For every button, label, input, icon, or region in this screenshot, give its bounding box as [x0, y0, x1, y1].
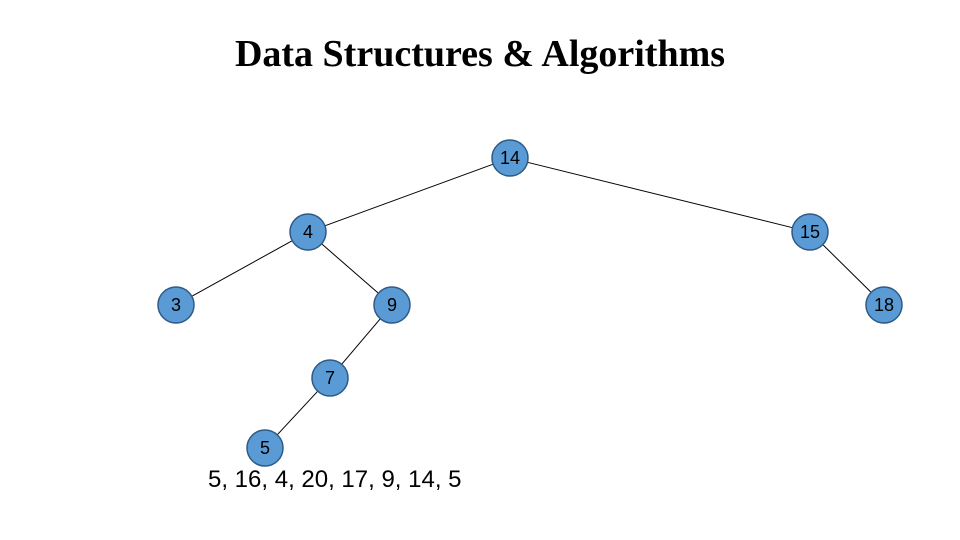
- tree-edge: [527, 162, 792, 227]
- tree-node: 18: [866, 287, 902, 323]
- tree-edge: [322, 244, 379, 293]
- sequence-caption: 5, 16, 4, 20, 17, 9, 14, 5: [208, 466, 462, 494]
- tree-node: 14: [492, 140, 528, 176]
- tree-edge: [325, 164, 493, 226]
- tree-node: 7: [312, 360, 348, 396]
- tree-edge: [192, 241, 292, 297]
- tree-node-label: 5: [260, 438, 270, 458]
- tree-node-label: 18: [874, 295, 894, 315]
- tree-edge: [277, 391, 318, 435]
- tree-edge: [823, 245, 871, 293]
- tree-diagram: 14 4 15 3 9 18 7 5: [0, 0, 960, 540]
- tree-node-label: 7: [325, 368, 335, 388]
- tree-node: 5: [247, 430, 283, 466]
- tree-node-label: 9: [387, 295, 397, 315]
- tree-node: 3: [158, 287, 194, 323]
- tree-node-label: 15: [800, 222, 820, 242]
- tree-node: 15: [792, 214, 828, 250]
- tree-node-label: 4: [303, 222, 313, 242]
- tree-node-label: 14: [500, 148, 520, 168]
- tree-edge: [342, 319, 381, 365]
- tree-node: 4: [290, 214, 326, 250]
- tree-node-label: 3: [171, 295, 181, 315]
- tree-node: 9: [374, 287, 410, 323]
